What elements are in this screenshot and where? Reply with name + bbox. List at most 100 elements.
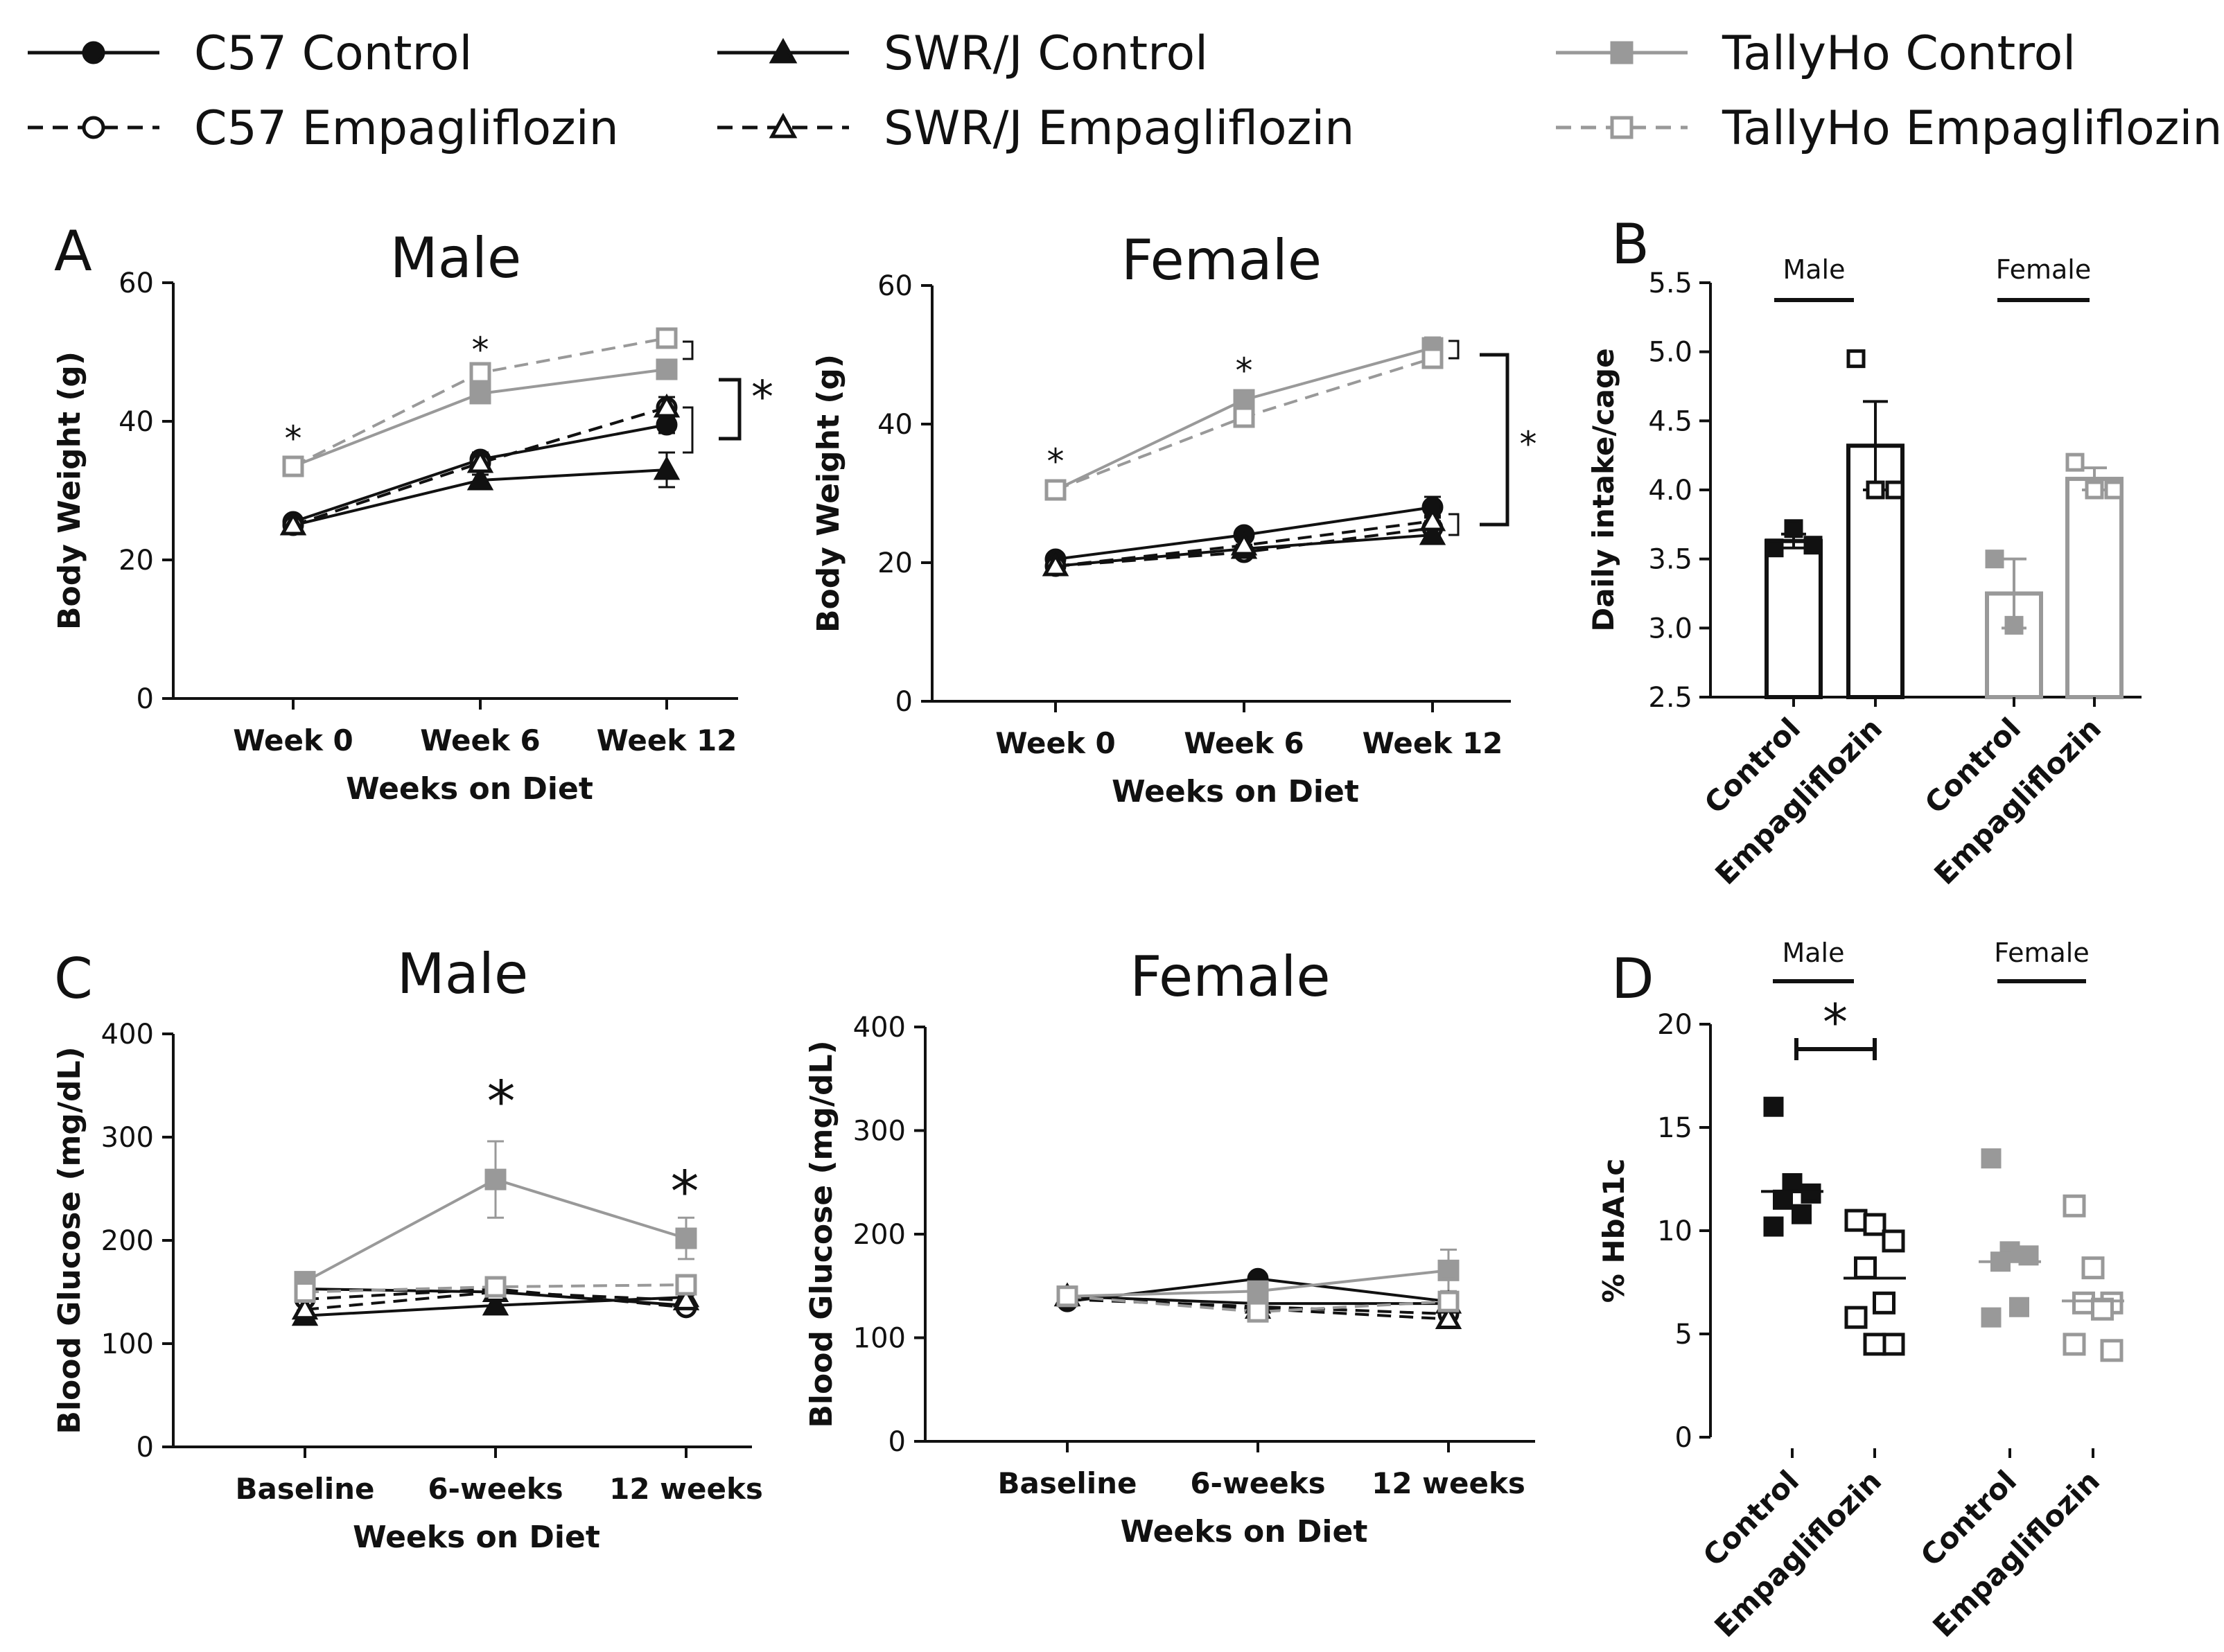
chart-c-female: Female 0 100 200 300 400 Baseline 6-weeks 12 wee… [804, 944, 1535, 1549]
data-point [1863, 1333, 1886, 1356]
data-point [1784, 519, 1803, 538]
y-tick-label: 40 [119, 406, 154, 438]
data-point [1844, 1306, 1868, 1329]
data-point [2085, 480, 2104, 500]
significance-star: * [1520, 424, 1537, 464]
data-point [2104, 480, 2124, 500]
legend-marker [1610, 41, 1634, 64]
data-point [1773, 1189, 1793, 1210]
y-tick-label: 0 [137, 1432, 154, 1464]
y-tick-label: 20 [1657, 1009, 1692, 1041]
y-tick-label: 10 [1657, 1215, 1692, 1247]
data-point [1846, 349, 1866, 369]
legend-marker [82, 116, 105, 139]
y-tick-label: 5.0 [1648, 337, 1692, 369]
data-point [1233, 406, 1255, 428]
legend-label: SWR/J Empagliflozin [884, 101, 1354, 156]
significance-star: * [1236, 351, 1253, 391]
data-point [672, 1286, 700, 1310]
y-axis-label: Body Weight (g) [811, 354, 846, 633]
y-tick-label: 4.0 [1648, 475, 1692, 507]
data-point [279, 511, 307, 536]
group-label: Female [1994, 938, 2089, 968]
significance-bracket [1448, 340, 1460, 360]
y-tick-label: 100 [853, 1323, 906, 1355]
x-tick-label: Week 12 [597, 723, 737, 757]
data-point [1230, 531, 1258, 556]
y-tick-label: 0 [888, 1426, 906, 1458]
x-tick-label: 12 weeks [1372, 1466, 1525, 1500]
y-axis-label: % HbA1c [1597, 1159, 1631, 1303]
bar [2065, 477, 2124, 699]
x-axis-label: Weeks on Diet [1121, 1514, 1368, 1549]
data-point [1985, 550, 2004, 569]
significance-star: * [671, 1159, 699, 1225]
legend-label: SWR/J Control [884, 26, 1208, 81]
panel-label-b: B [1611, 212, 1649, 276]
x-tick-label: 6-weeks [428, 1472, 563, 1506]
y-tick-label: 20 [877, 547, 913, 579]
significance-bracket [683, 406, 694, 454]
data-point [675, 1227, 697, 1249]
y-tick-label: 2.5 [1648, 682, 1692, 714]
y-tick-label: 5 [1675, 1319, 1692, 1351]
data-point [1247, 1280, 1269, 1302]
data-point [1419, 507, 1446, 531]
y-tick-label: 200 [101, 1225, 154, 1257]
data-point [294, 1281, 316, 1303]
significance-star: * [285, 419, 302, 459]
data-point [2100, 1339, 2124, 1362]
data-point [1763, 1216, 1784, 1237]
y-tick-label: 4.5 [1648, 405, 1692, 437]
data-point [1882, 1229, 1905, 1253]
y-tick-label: 400 [853, 1012, 906, 1044]
data-point [2081, 1256, 2105, 1280]
data-point [482, 1291, 509, 1316]
data-point [1981, 1148, 2002, 1169]
chart-c-male: Male 0 100 200 300 400 Baseline 6-weeks 12 weeks… [52, 942, 763, 1555]
data-point [1792, 1204, 1812, 1224]
chart-title: Female [1130, 944, 1330, 1009]
data-point [1233, 389, 1255, 411]
y-tick-label: 5.5 [1648, 267, 1692, 299]
significance-star: * [472, 330, 489, 370]
y-tick-label: 3.0 [1648, 613, 1692, 644]
y-tick-label: 3.5 [1648, 544, 1692, 576]
significance-star: * [1823, 993, 1848, 1051]
data-point [466, 448, 494, 473]
y-axis-label: Blood Glucose (mg/dL) [52, 1046, 87, 1434]
data-point [1421, 347, 1444, 369]
significance-bracket [1448, 513, 1460, 536]
significance-bracket [719, 378, 742, 441]
data-point [656, 414, 678, 436]
data-point [2072, 1291, 2095, 1315]
significance-bracket [1480, 353, 1509, 527]
data-point [2009, 1297, 2029, 1317]
legend-label: TallyHo Empagliflozin [1722, 101, 2222, 156]
legend-label: TallyHo Control [1722, 26, 2076, 81]
y-tick-label: 400 [101, 1019, 154, 1051]
data-point [484, 1276, 507, 1298]
data-point [1863, 1213, 1886, 1236]
data-point [2091, 1297, 2114, 1321]
y-axis-label: Body Weight (g) [52, 351, 87, 630]
significance-bracket [683, 340, 694, 360]
data-point [653, 393, 681, 418]
data-point [1056, 1285, 1078, 1308]
panel-label-a: A [54, 219, 92, 283]
panel-label-d: D [1611, 947, 1654, 1011]
y-tick-label: 40 [877, 409, 913, 441]
group-label: Male [1782, 938, 1844, 968]
y-tick-label: 0 [137, 683, 154, 715]
significance-star: * [487, 1069, 516, 1135]
data-point [1981, 1307, 2002, 1328]
x-tick-label: Week 0 [233, 723, 353, 757]
data-point [469, 383, 491, 405]
data-point [675, 1274, 697, 1296]
data-point [1042, 552, 1069, 577]
x-axis-label: Weeks on Diet [353, 1520, 600, 1555]
data-point [1803, 536, 1823, 555]
